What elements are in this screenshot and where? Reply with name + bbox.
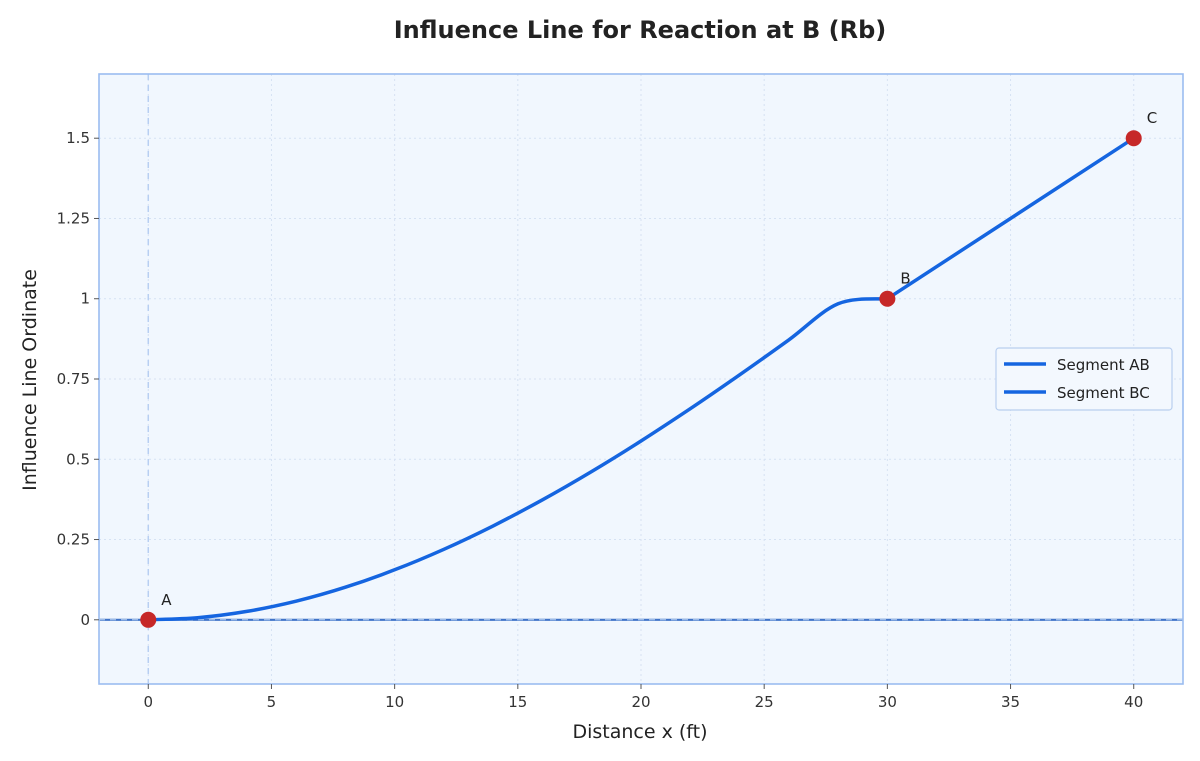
chart-title: Influence Line for Reaction at B (Rb): [394, 16, 887, 44]
y-tick-label-2: 0.5: [66, 450, 90, 468]
series-group: [146, 136, 1136, 622]
y-tick-label-5: 1.25: [57, 209, 90, 227]
reference-lines: [99, 74, 1183, 684]
point-label-a: A: [161, 591, 172, 609]
x-tick-label-3: 15: [508, 693, 527, 711]
y-tick-label-0: 0: [80, 611, 90, 629]
x-axis-label: Distance x (ft): [572, 721, 707, 743]
legend-label-segment-bc: Segment BC: [1057, 384, 1150, 402]
series-line-segment-bc: [885, 136, 1136, 301]
y-tick-label-3: 0.75: [57, 370, 90, 388]
legend-label-segment-ab: Segment AB: [1057, 356, 1150, 374]
y-axis-ticks: 0 0.25 0.5 0.75 1 1.25 1.5: [57, 129, 99, 629]
x-tick-label-2: 10: [385, 693, 404, 711]
y-tick-label-4: 1: [80, 290, 90, 308]
point-a: [140, 611, 157, 628]
series-line-segment-ab: [146, 296, 890, 622]
point-c: [1125, 130, 1142, 147]
x-tick-label-0: 0: [143, 693, 153, 711]
y-tick-label-1: 0.25: [57, 531, 90, 549]
x-axis-ticks: 0 5 10 15 20 25 30 35 40: [143, 684, 1143, 711]
x-tick-label-4: 20: [631, 693, 650, 711]
points-group: A B C: [140, 109, 1157, 628]
point-label-c: C: [1147, 109, 1157, 127]
y-axis-label: Influence Line Ordinate: [19, 269, 41, 491]
x-tick-label-6: 30: [878, 693, 897, 711]
point-label-b: B: [900, 270, 910, 288]
legend: Segment AB Segment BC: [995, 347, 1173, 411]
point-b: [879, 290, 896, 307]
x-tick-label-1: 5: [267, 693, 277, 711]
x-tick-label-8: 40: [1124, 693, 1143, 711]
x-tick-label-5: 25: [755, 693, 774, 711]
x-tick-label-7: 35: [1001, 693, 1020, 711]
grid: [99, 74, 1183, 684]
y-tick-label-6: 1.5: [66, 129, 90, 147]
